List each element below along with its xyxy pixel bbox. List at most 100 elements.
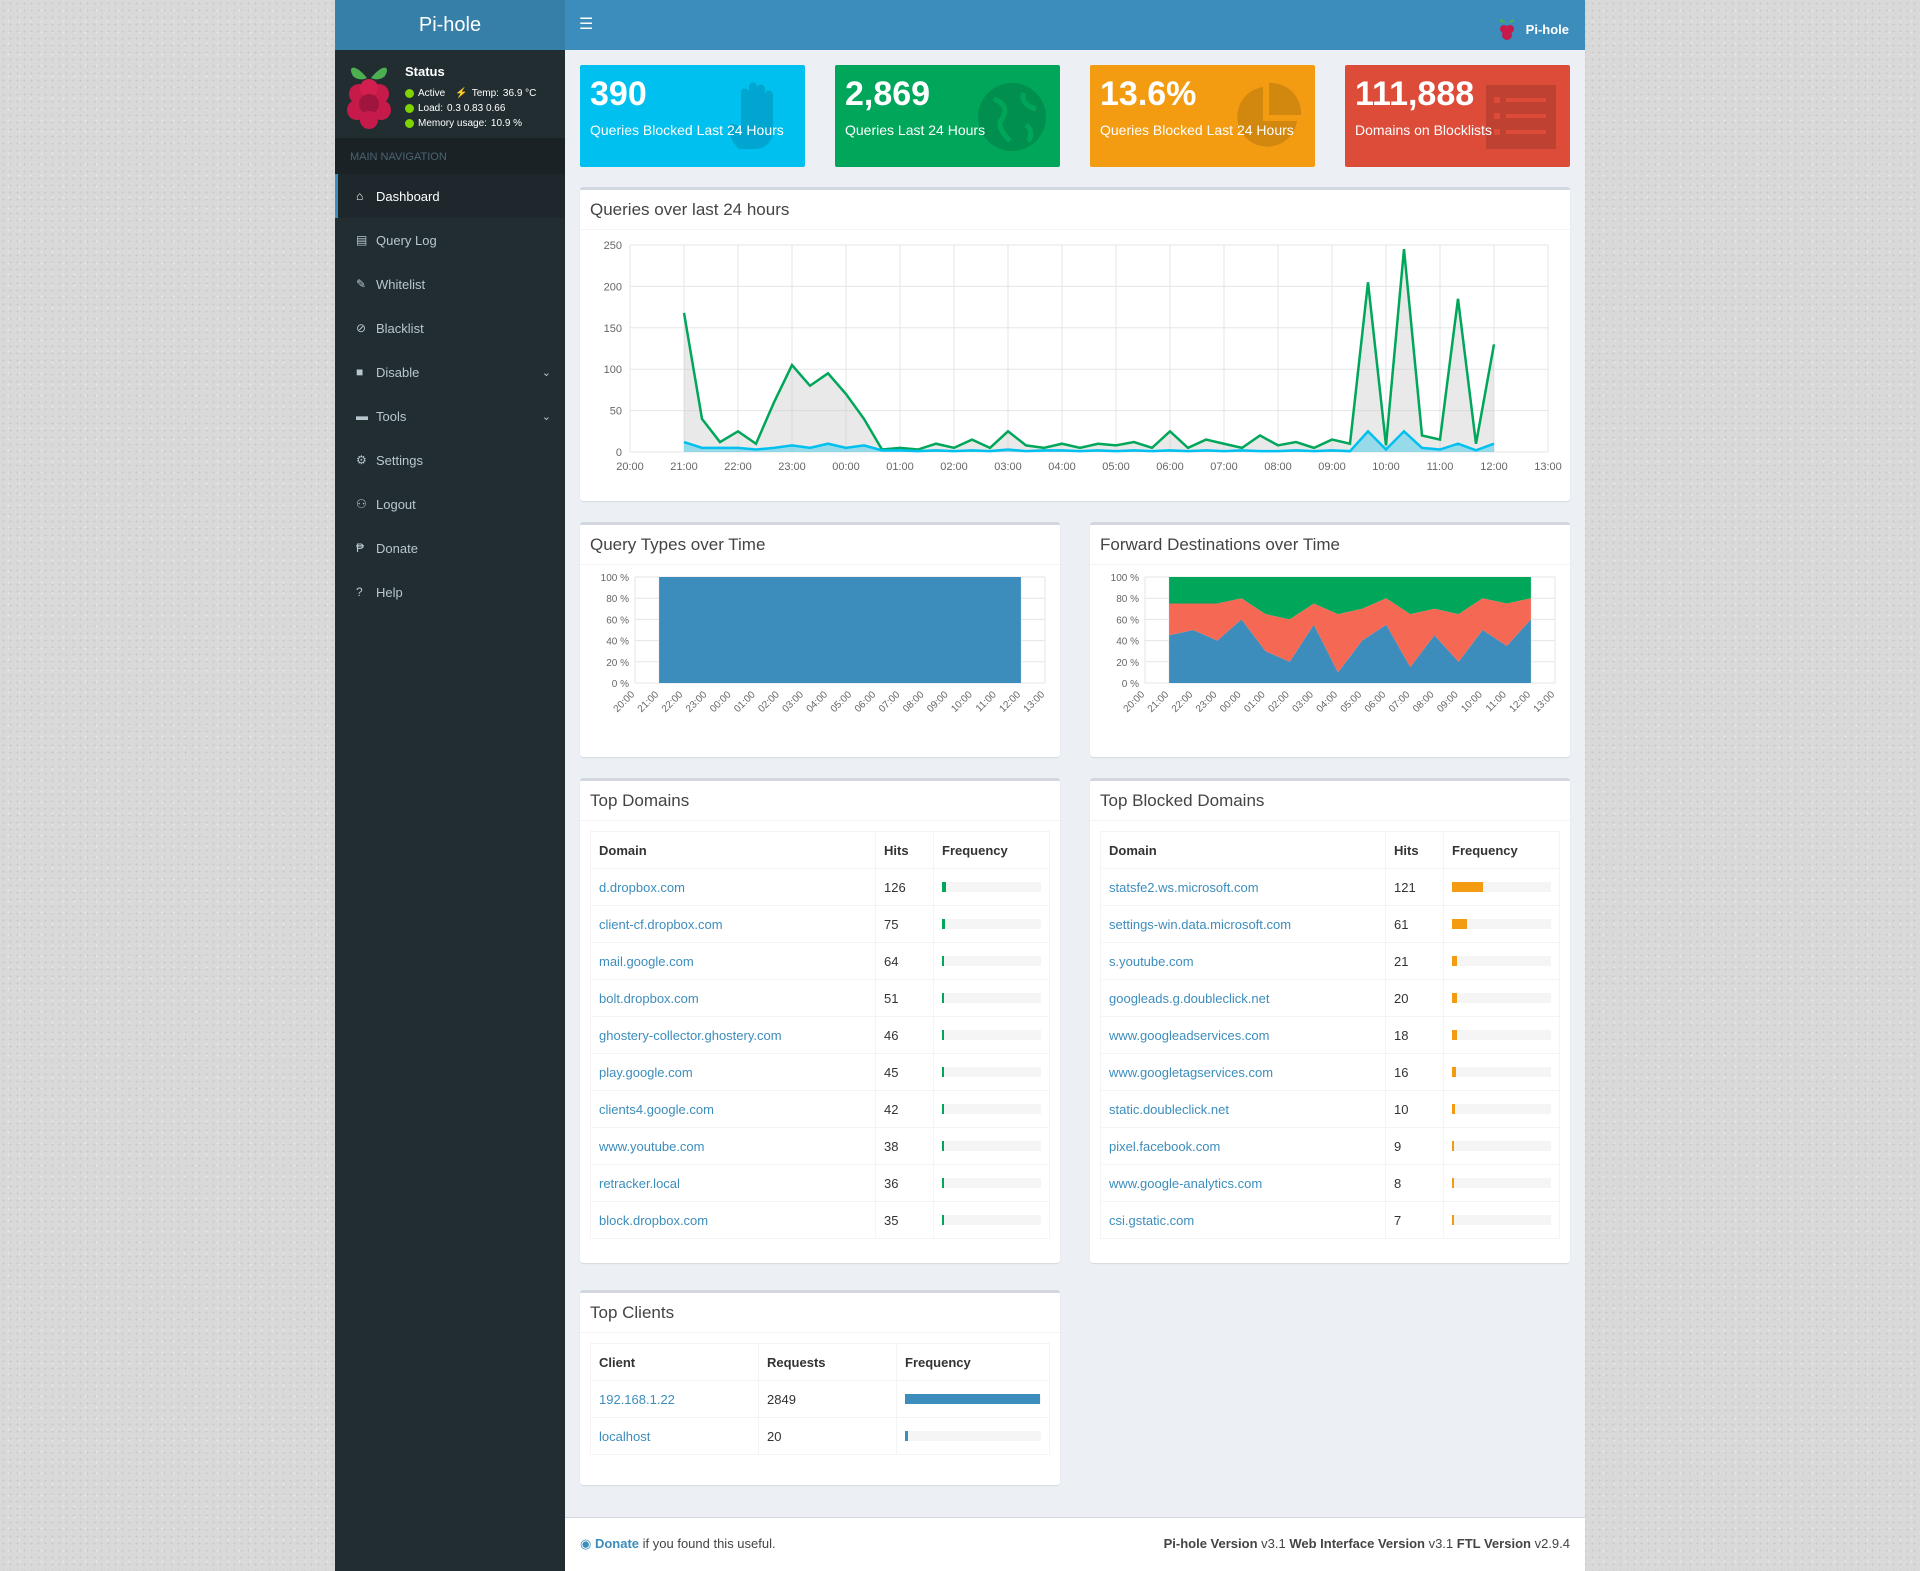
frequency-bar xyxy=(1452,1030,1551,1040)
cell-count: 75 xyxy=(875,905,934,943)
y-tick-label: 60 % xyxy=(1116,615,1139,626)
nav-item-help[interactable]: ? Help xyxy=(335,570,565,614)
app-logo[interactable]: Pi-hole xyxy=(335,0,565,50)
x-tick-label: 01:00 xyxy=(732,689,758,715)
nav-item-whitelist[interactable]: ✎ Whitelist xyxy=(335,262,565,306)
x-tick-label: 01:00 xyxy=(886,461,914,473)
nav-label: Donate xyxy=(376,540,418,556)
user-name: Pi-hole xyxy=(1525,21,1569,37)
ban-icon: ⊘ xyxy=(356,321,367,335)
nav-item-donate[interactable]: ₱ Donate xyxy=(335,526,565,570)
forward-destinations-chart[interactable]: 0 % 20 % 40 % 60 % 80 % 100 % 20:0021:0022:002… xyxy=(1090,565,1570,755)
cell-count: 16 xyxy=(1385,1053,1444,1091)
x-tick-label: 12:00 xyxy=(1508,689,1534,715)
domain-link[interactable]: www.googletagservices.com xyxy=(1109,1064,1274,1080)
x-tick-label: 08:00 xyxy=(1411,689,1437,715)
cell-frequency xyxy=(896,1417,1050,1455)
cell-frequency xyxy=(933,1164,1050,1202)
stat-value: 13.6% xyxy=(1100,75,1197,113)
domain-link[interactable]: pixel.facebook.com xyxy=(1109,1138,1221,1154)
table-row: www.youtube.com 38 xyxy=(590,1127,1050,1165)
domain-link[interactable]: googleads.g.doubleclick.net xyxy=(1109,990,1270,1006)
donate-link[interactable]: Donate xyxy=(594,1536,640,1551)
stop-icon: ■ xyxy=(356,365,364,379)
edit-icon: ✎ xyxy=(356,277,367,291)
client-link[interactable]: 192.168.1.22 xyxy=(599,1391,675,1407)
nav-item-settings[interactable]: ⚙ Settings xyxy=(335,438,565,482)
x-tick-label: 09:00 xyxy=(925,689,951,715)
cell-domain: retracker.local xyxy=(590,1164,876,1202)
nav-item-dashboard[interactable]: ⌂ Dashboard xyxy=(335,174,565,218)
domain-link[interactable]: www.google-analytics.com xyxy=(1109,1175,1263,1191)
table-row: localhost 20 xyxy=(590,1417,1050,1455)
frequency-bar xyxy=(1452,1104,1551,1114)
table-row: statsfe2.ws.microsoft.com 121 xyxy=(1100,868,1560,906)
top-clients-box: Top Clients Client Requests Frequency 19… xyxy=(580,1290,1060,1485)
y-tick-label: 40 % xyxy=(606,637,629,648)
table-row: retracker.local 36 xyxy=(590,1164,1050,1202)
domain-link[interactable]: ghostery-collector.ghostery.com xyxy=(599,1027,782,1043)
x-tick-label: 04:00 xyxy=(805,689,831,715)
user-menu[interactable]: Pi-hole xyxy=(1498,17,1569,41)
series-area xyxy=(684,249,1494,452)
frequency-bar-fill xyxy=(942,1067,944,1077)
domain-link[interactable]: settings-win.data.microsoft.com xyxy=(1109,916,1292,932)
cell-count: 8 xyxy=(1385,1164,1444,1202)
frequency-bar xyxy=(1452,882,1551,892)
stat-value: 2,869 xyxy=(845,75,931,113)
domain-link[interactable]: static.doubleclick.net xyxy=(1109,1101,1229,1117)
domain-link[interactable]: play.google.com xyxy=(599,1064,693,1080)
frequency-bar-fill xyxy=(1452,1067,1457,1077)
cell-frequency xyxy=(933,1127,1050,1165)
nav-item-disable[interactable]: ■ Disable ⌄ xyxy=(335,350,565,394)
status-state: Active xyxy=(418,88,446,99)
domain-link[interactable]: clients4.google.com xyxy=(599,1101,714,1117)
x-tick-label: 05:00 xyxy=(1102,461,1130,473)
queries-over-time-chart[interactable]: 0 50 100 150 200 250 20:00 21:00 22:00 23:00 00:00… xyxy=(580,230,1570,500)
x-tick-label: 09:00 xyxy=(1435,689,1461,715)
x-tick-label: 20:00 xyxy=(612,689,638,715)
x-tick-label: 02:00 xyxy=(1266,689,1292,715)
version-info: Pi-hole Version v3.1 Web Interface Versi… xyxy=(1164,1536,1570,1551)
nav-label: Settings xyxy=(376,452,423,468)
domain-link[interactable]: retracker.local xyxy=(599,1175,680,1191)
stat-box-percent: 13.6% Queries Blocked Last 24 Hours xyxy=(1090,65,1315,167)
nav-item-tools[interactable]: ▬ Tools ⌄ xyxy=(335,394,565,438)
hamburger-menu-icon[interactable]: ☰ xyxy=(579,16,594,33)
domain-link[interactable]: www.youtube.com xyxy=(599,1138,705,1154)
raspberry-pi-logo xyxy=(347,67,391,129)
nav-item-blacklist[interactable]: ⊘ Blacklist xyxy=(335,306,565,350)
y-tick-label: 150 xyxy=(604,323,622,335)
domain-link[interactable]: d.dropbox.com xyxy=(599,879,685,895)
cell-count: 38 xyxy=(875,1127,934,1165)
domain-link[interactable]: bolt.dropbox.com xyxy=(599,990,699,1006)
cell-domain: csi.gstatic.com xyxy=(1100,1201,1386,1239)
frequency-bar xyxy=(1452,1067,1551,1077)
x-tick-label: 13:00 xyxy=(1532,689,1558,715)
domain-link[interactable]: www.googleadservices.com xyxy=(1109,1027,1270,1043)
cell-domain: client-cf.dropbox.com xyxy=(590,905,876,943)
frequency-bar-fill xyxy=(1452,956,1458,966)
domain-link[interactable]: csi.gstatic.com xyxy=(1109,1212,1195,1228)
nav-item-logout[interactable]: ⚇ Logout xyxy=(335,482,565,526)
frequency-bar-fill xyxy=(1452,1141,1455,1151)
cell-domain: bolt.dropbox.com xyxy=(590,979,876,1017)
cell-domain: settings-win.data.microsoft.com xyxy=(1100,905,1386,943)
load-label: Load: xyxy=(418,103,444,114)
cell-frequency xyxy=(1443,1164,1560,1202)
client-link[interactable]: localhost xyxy=(599,1428,651,1444)
frequency-bar xyxy=(1452,1178,1551,1188)
nav-item-query-log[interactable]: ▤ Query Log xyxy=(335,218,565,262)
series-line xyxy=(683,429,1495,453)
y-tick-label: 100 % xyxy=(601,573,629,584)
cell-domain: www.googletagservices.com xyxy=(1100,1053,1386,1091)
cell-domain: statsfe2.ws.microsoft.com xyxy=(1100,868,1386,906)
domain-link[interactable]: mail.google.com xyxy=(599,953,694,969)
query-types-chart[interactable]: 0 % 20 % 40 % 60 % 80 % 100 % 20:0021:0022:002… xyxy=(580,565,1060,755)
domain-link[interactable]: s.youtube.com xyxy=(1109,953,1194,969)
domain-link[interactable]: statsfe2.ws.microsoft.com xyxy=(1109,879,1259,895)
cell-frequency xyxy=(1443,1053,1560,1091)
frequency-bar-fill xyxy=(1452,882,1483,892)
domain-link[interactable]: block.dropbox.com xyxy=(599,1212,709,1228)
domain-link[interactable]: client-cf.dropbox.com xyxy=(599,916,723,932)
